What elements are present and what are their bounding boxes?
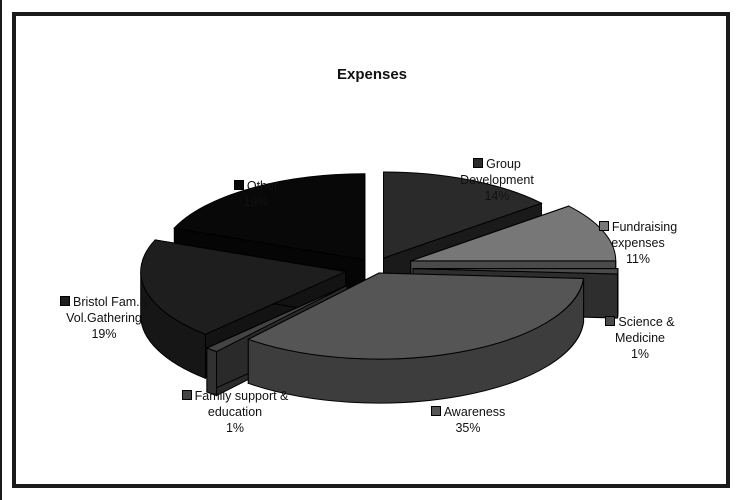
pie-slice-science-medicine (412, 268, 619, 275)
pie-tops (140, 171, 619, 360)
pie-slice-group-development (383, 171, 543, 259)
slice-label-science-medicine: Science & Medicine 1% (590, 314, 690, 362)
slice-label-fundraising: Fundraising expenses 11% (588, 219, 688, 267)
slice-label-bristol: Bristol Fam.& Vol.Gathering 19% (44, 294, 164, 342)
slice-label-family-support: Family support & education 1% (160, 388, 310, 436)
legend-swatch-bristol (59, 296, 70, 306)
pie-slice-other (173, 173, 366, 261)
legend-swatch-fundraising (598, 221, 609, 231)
slice-label-group-development: Group Development 14% (460, 157, 534, 203)
left-border (0, 0, 2, 500)
pie-slice-awareness (247, 272, 585, 360)
chart-frame (12, 12, 730, 488)
legend-swatch-other (233, 180, 244, 190)
chart-title: Expenses (336, 66, 408, 83)
slice-label-other: Other 19% (216, 178, 296, 210)
legend-swatch-family-support (181, 390, 192, 400)
legend-swatch-science-medicine (605, 316, 616, 326)
pie-slice-family-support-education (205, 284, 348, 353)
legend-swatch-awareness (430, 406, 441, 416)
legend-swatch-group-development (473, 158, 484, 168)
pie-slice-fundraising-expenses (410, 205, 617, 262)
slice-label-awareness: Awareness 35% (408, 404, 528, 436)
pie-slice-bristol-fam-vol-gathering (140, 239, 348, 335)
